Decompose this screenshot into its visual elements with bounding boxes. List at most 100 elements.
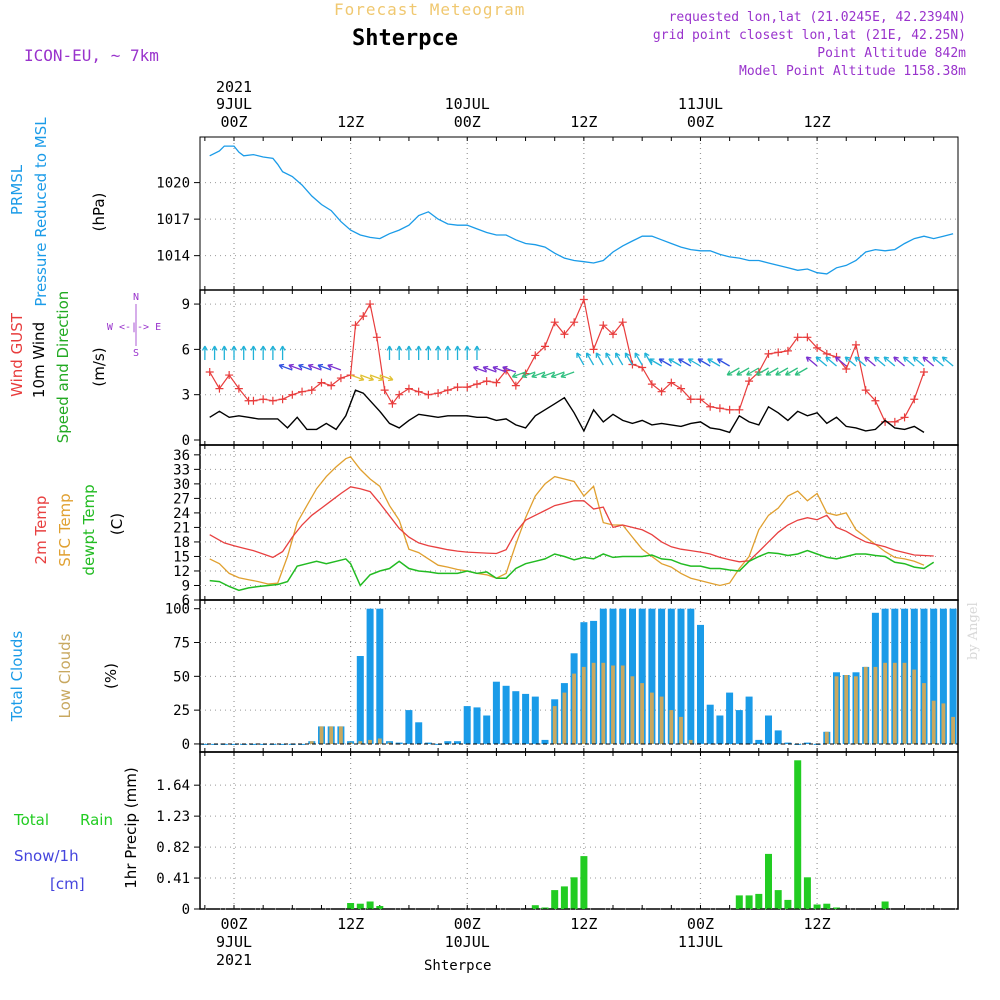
wind-gust-marker [910,395,919,404]
wind-direction-arrow [279,345,286,361]
rain-label-total: Total [13,811,49,829]
wind-direction-arrow [521,371,536,379]
wind-gust-marker [813,343,822,352]
wind-direction-arrow [736,367,750,376]
temp-2m-line [209,486,934,563]
low-cloud-bar [863,666,868,744]
total-cloud-bar [463,706,471,744]
total-cloud-bar [405,710,413,744]
total-cloud-bar [386,741,393,744]
wind-direction-arrow [550,371,565,379]
wind-gust-marker [434,389,443,398]
low-cloud-bar [581,666,586,744]
panel-frame-0 [199,136,959,291]
wind-gust-marker [725,405,734,414]
low-cloud-bar [951,716,955,744]
y-tick-label: 6 [182,342,190,358]
model-label: ICON-EU, ~ 7km [24,46,159,65]
rain-bar [570,877,578,909]
footer-station: Shterpce [424,958,492,974]
y-tick-label: 27 [173,491,190,507]
low-cloud-bar [358,741,363,744]
top-axis-hour: 12Z [337,113,364,131]
y-tick-label: 15 [173,549,190,565]
wind-gust-marker [803,333,812,342]
low-clouds-label: Low Clouds [56,633,74,718]
closest-coords: grid point closest lon,lat (21E, 42.25N) [652,28,966,43]
low-cloud-bar [572,673,576,744]
wind-gust-marker [618,318,627,327]
low-cloud-bar [630,676,635,744]
wind-speed-line [209,389,925,434]
pressure-label: PRMSL [8,164,26,215]
total-cloud-bar [415,722,423,744]
y-tick-label: 1020 [156,176,190,192]
total-cloud-bar [424,742,432,744]
wind-direction-arrow [595,352,604,366]
top-axis-date: 11JUL [678,95,723,113]
wind-direction-arrow [405,345,412,361]
chart-subtitle: Forecast Meteogram [334,0,526,19]
rain-bar [755,893,763,909]
total-cloud-bar [356,656,364,744]
y-tick-label: 1.64 [156,778,190,794]
total-cloud-bar [541,739,549,744]
wind-gust-marker [550,318,559,327]
wind-gust-marker [215,384,224,393]
low-cloud-bar [883,662,887,744]
wind-gust-marker [351,321,360,330]
wind-gust-marker [540,342,549,351]
total-cloud-bar [454,741,461,744]
wind-gust-marker [511,381,520,390]
y-tick-label: 24 [173,506,190,522]
wind-direction-arrow [298,363,312,371]
wind-gust-marker [259,395,268,404]
low-cloud-bar [844,675,849,744]
wind-label: 10m Wind [30,322,48,398]
total-cloud-bar [230,743,238,745]
total-cloud-bar [949,608,957,744]
gust-label: Wind GUST [8,312,26,397]
rain-bar [735,895,743,909]
low-cloud-bar [688,739,693,744]
low-cloud-bar [611,665,615,744]
wind-gust-marker [388,399,397,408]
wind-direction-arrow [615,352,624,366]
sfc-temp-label: SFC Temp [56,493,74,566]
wind-direction-arrow [755,367,769,376]
wind-direction-arrow [932,356,944,367]
wind-direction-arrow [854,356,867,367]
rain-bar [560,886,568,909]
rain-bar [376,906,384,909]
wind-direction-arrow [644,352,653,366]
y-tick-label: 12 [173,564,190,580]
y-tick-label: 1.23 [156,809,190,825]
wind-direction-arrow [435,345,442,361]
sfc-temp-line [209,456,925,587]
total-cloud-bar [677,608,685,744]
wind-direction-arrow [815,356,828,367]
wind-gust-marker [579,295,588,304]
wind-gust-marker [288,390,297,399]
total-cloud-bar [201,743,209,745]
wind-direction-arrow [260,345,267,361]
chart-title: Shterpce [352,26,458,51]
wind-direction-arrow [231,345,237,361]
compass-north: N [133,292,139,303]
total-cloud-bar [687,608,695,744]
low-cloud-bar [377,738,382,744]
compass-south: S [133,348,139,359]
y-tick-label: 1017 [156,212,190,228]
wind-direction-arrow [307,363,322,371]
y-tick-label: 25 [173,703,190,719]
wind-gust-marker [764,349,773,358]
low-cloud-bar [922,683,926,744]
wind-direction-arrow [379,374,394,382]
wind-direction-arrow [221,345,228,361]
wind-gust-marker [414,387,423,396]
bottom-axis-hour: 00Z [454,915,481,933]
pressure-line [209,145,954,275]
y-tick-label: 50 [173,669,190,685]
top-axis-date: 9JUL [216,95,252,113]
wind-gust-marker [560,330,569,339]
